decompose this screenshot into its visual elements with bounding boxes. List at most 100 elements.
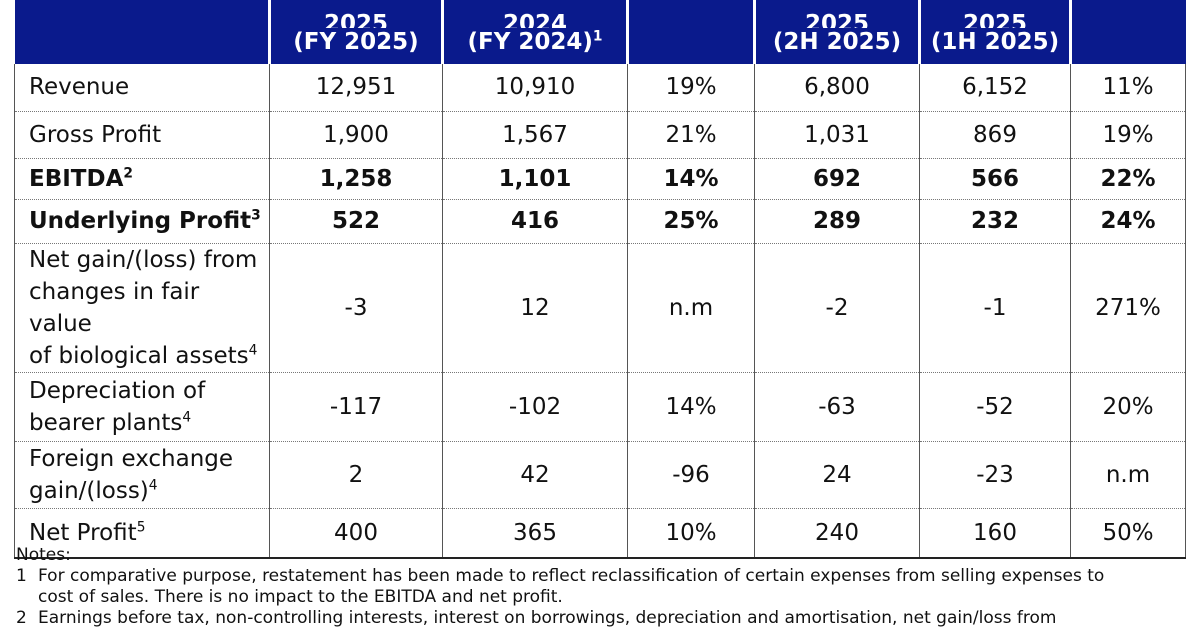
value-cell: 869 <box>919 111 1071 159</box>
value-cell: 19% <box>1070 111 1186 159</box>
table-body: Revenue 12,951 10,910 19% 6,800 6,152 11% Gross… <box>14 64 1186 559</box>
footnote-ref: 5 <box>136 519 146 536</box>
header-period-text: (1H 2025) <box>930 29 1060 55</box>
note-line: cost of sales. There is no impact to the… <box>16 587 1186 608</box>
value-cell: 692 <box>754 158 920 200</box>
row-label-line: changes in fair value <box>29 276 269 340</box>
note-number: 1 <box>16 566 27 586</box>
notes-section: Notes: 1 For comparative purpose, restate… <box>16 545 1186 629</box>
header-period-text: (FY 2025) <box>293 29 419 55</box>
value-cell: -63 <box>754 372 920 442</box>
row-label-text: gain/(loss) <box>29 477 149 504</box>
value-cell: 14% <box>627 158 755 200</box>
footnote-ref: 4 <box>148 476 158 493</box>
value-cell: n.m <box>1070 441 1186 509</box>
header-cell-6 <box>1069 0 1186 64</box>
table-row: Net gain/(loss) from changes in fair valu… <box>14 243 1186 373</box>
header-row: 2025 (FY 2025) 2024 (FY 2024)1 2025 (2H 2025)… <box>14 0 1186 64</box>
value-cell: 24% <box>1070 199 1186 244</box>
value-cell: -52 <box>919 372 1071 442</box>
header-period: (2H 2025) <box>758 28 919 56</box>
row-label: EBITDA2 <box>14 158 270 200</box>
row-label: Revenue <box>14 64 270 112</box>
financial-summary-table: 2025 (FY 2025) 2024 (FY 2024)1 2025 (2H 2025)… <box>14 0 1186 559</box>
row-label-text: of biological assets <box>29 342 249 369</box>
header-label: 2024 (FY 2024)1 <box>446 10 627 64</box>
row-label-text: Net Profit <box>29 519 137 546</box>
value-cell: 6,152 <box>919 64 1071 112</box>
header-cell-0 <box>14 0 270 64</box>
row-label-line: of biological assets4 <box>29 340 269 372</box>
header-period-text: (FY 2024) <box>467 29 593 55</box>
table-header: 2025 (FY 2025) 2024 (FY 2024)1 2025 (2H 2025)… <box>14 0 1186 64</box>
row-label-text: Net gain/(loss) from <box>29 246 258 273</box>
header-period: (1H 2025) <box>923 28 1070 56</box>
header-period-text: (2H 2025) <box>772 29 902 55</box>
row-label: Net gain/(loss) from changes in fair valu… <box>14 243 270 373</box>
row-label-line: gain/(loss)4 <box>29 475 269 507</box>
row-label-line: Net gain/(loss) from <box>29 244 269 276</box>
row-label: Depreciation of bearer plants4 <box>14 372 270 442</box>
value-cell: -117 <box>269 372 443 442</box>
row-label: Net Profit5 <box>14 508 270 559</box>
value-cell: 1,900 <box>269 111 443 159</box>
row-label-line: Depreciation of <box>29 375 269 407</box>
row-label-line: Foreign exchange <box>29 443 269 475</box>
header-cell-2: 2024 (FY 2024)1 <box>441 0 628 64</box>
row-label: Underlying Profit3 <box>14 199 270 244</box>
value-cell: 50% <box>1070 508 1186 559</box>
value-cell: 21% <box>627 111 755 159</box>
value-cell: -102 <box>442 372 628 442</box>
header-cell-3 <box>626 0 755 64</box>
value-cell: 566 <box>919 158 1071 200</box>
row-label-text: changes in fair value <box>29 278 200 337</box>
value-cell: 24 <box>754 441 920 509</box>
header-year: 2025 <box>804 11 869 28</box>
row-label-text: Foreign exchange <box>29 445 234 472</box>
value-cell: 1,101 <box>442 158 628 200</box>
value-cell: 12,951 <box>269 64 443 112</box>
table-row: Depreciation of bearer plants4 -117 -102 14%… <box>14 372 1186 442</box>
header-year: 2025 <box>323 11 388 28</box>
value-cell: 20% <box>1070 372 1186 442</box>
note-text: For comparative purpose, restatement has… <box>38 566 1105 586</box>
value-cell: 2 <box>269 441 443 509</box>
header-label: 2025 (2H 2025) <box>758 10 919 64</box>
value-cell: 1,031 <box>754 111 920 159</box>
row-label-text: Underlying Profit <box>29 208 252 234</box>
value-cell: -23 <box>919 441 1071 509</box>
notes-title: Notes: <box>16 545 71 565</box>
value-cell: 42 <box>442 441 628 509</box>
header-footnote-ref: 1 <box>592 28 603 45</box>
footnote-ref: 2 <box>123 164 133 181</box>
table-row: Foreign exchange gain/(loss)4 2 42 -96 24 -23 n… <box>14 441 1186 509</box>
value-cell: 14% <box>627 372 755 442</box>
note-line: 1 For comparative purpose, restatement ha… <box>16 566 1186 587</box>
value-cell: 232 <box>919 199 1071 244</box>
footnote-ref: 3 <box>251 207 261 224</box>
value-cell: 1,258 <box>269 158 443 200</box>
header-period: (FY 2024)1 <box>446 28 627 56</box>
value-cell: 10% <box>627 508 755 559</box>
header-label: 2025 (FY 2025) <box>273 10 442 64</box>
note-number: 2 <box>16 608 27 628</box>
value-cell: 25% <box>627 199 755 244</box>
value-cell: 240 <box>754 508 920 559</box>
table-row: EBITDA2 1,258 1,101 14% 692 566 22% <box>14 158 1186 200</box>
value-cell: -3 <box>269 243 443 373</box>
note-number <box>16 587 38 608</box>
row-label-line: bearer plants4 <box>29 407 269 439</box>
header-year: 2024 <box>502 11 567 28</box>
value-cell: 522 <box>269 199 443 244</box>
note-text: cost of sales. There is no impact to the… <box>38 587 563 607</box>
value-cell: 400 <box>269 508 443 559</box>
value-cell: 6,800 <box>754 64 920 112</box>
value-cell: 19% <box>627 64 755 112</box>
header-period: (FY 2025) <box>273 28 442 56</box>
row-label-text: EBITDA <box>29 165 124 192</box>
value-cell: -96 <box>627 441 755 509</box>
value-cell: 1,567 <box>442 111 628 159</box>
value-cell: 365 <box>442 508 628 559</box>
table-row: Gross Profit 1,900 1,567 21% 1,031 869 19% <box>14 111 1186 159</box>
value-cell: 12 <box>442 243 628 373</box>
